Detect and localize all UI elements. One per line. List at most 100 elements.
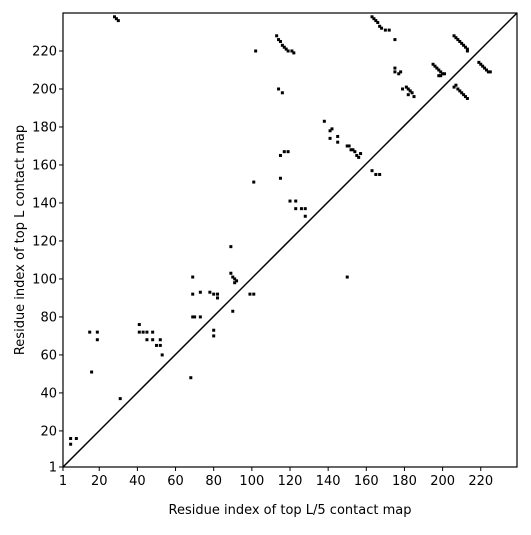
contact-point	[336, 134, 340, 138]
contact-point	[393, 38, 397, 42]
x-tick-label: 1	[59, 474, 67, 489]
contact-point	[463, 95, 467, 99]
y-axis-label: Residue index of top L contact map	[13, 125, 28, 355]
y-tick-label: 80	[40, 310, 57, 325]
contact-point	[278, 176, 282, 180]
contact-point	[216, 296, 220, 300]
contact-point	[118, 397, 122, 401]
contact-point	[160, 353, 164, 357]
contact-point	[465, 49, 469, 53]
contact-point	[399, 70, 403, 74]
contact-point	[280, 91, 284, 95]
contact-point	[277, 87, 281, 91]
contact-point	[372, 17, 376, 21]
contact-point	[141, 330, 145, 334]
contact-point	[481, 64, 485, 68]
contact-point	[463, 45, 467, 49]
contact-point	[229, 271, 233, 275]
contact-point	[191, 275, 195, 279]
contact-point	[462, 93, 466, 97]
contact-point	[284, 47, 288, 51]
x-tick-label: 40	[129, 474, 146, 489]
contact-point	[370, 15, 374, 19]
y-tick-label: 160	[32, 158, 57, 173]
contact-point	[299, 207, 303, 211]
contact-point	[404, 85, 408, 89]
contact-point	[212, 334, 216, 338]
contact-point	[345, 275, 349, 279]
contact-point	[460, 91, 464, 95]
contact-point	[374, 172, 378, 176]
contact-point	[439, 74, 443, 78]
contact-point	[278, 153, 282, 157]
contact-point	[280, 43, 284, 47]
contact-point	[248, 292, 252, 296]
contact-point	[95, 338, 99, 342]
contact-point	[303, 207, 307, 211]
contact-point	[328, 136, 332, 140]
contact-point	[158, 343, 162, 347]
y-tick-label: 100	[32, 272, 57, 287]
contact-point	[452, 85, 456, 89]
y-tick-label: 40	[40, 386, 57, 401]
contact-point	[278, 39, 282, 43]
contact-point	[90, 370, 94, 374]
contact-point	[393, 66, 397, 70]
contact-point	[231, 309, 235, 313]
contact-point	[378, 172, 382, 176]
y-tick-label: 200	[32, 82, 57, 97]
contact-point	[151, 338, 155, 342]
contact-point	[359, 152, 363, 156]
x-tick-label: 120	[278, 474, 303, 489]
contact-point	[458, 39, 462, 43]
contact-point	[397, 72, 401, 76]
contact-point	[69, 442, 73, 446]
contact-point	[380, 26, 384, 30]
contact-point	[462, 43, 466, 47]
contact-point	[458, 89, 462, 93]
contact-point	[113, 15, 117, 19]
contact-point	[435, 66, 439, 70]
contact-point	[193, 315, 197, 319]
contact-point	[286, 150, 290, 154]
contact-point	[252, 180, 256, 184]
contact-point	[439, 70, 443, 74]
contact-point	[212, 292, 216, 296]
contact-point	[393, 70, 397, 74]
contact-point	[376, 20, 380, 24]
contact-point	[286, 49, 290, 53]
contact-point	[452, 34, 456, 38]
contact-point	[145, 330, 149, 334]
contact-point	[189, 376, 193, 380]
contact-point	[370, 169, 374, 173]
contact-point	[433, 64, 437, 68]
y-tick-label: 1	[49, 461, 57, 476]
contact-point	[406, 93, 410, 97]
x-tick-label: 60	[167, 474, 184, 489]
contact-point	[208, 290, 212, 294]
x-tick-label: 200	[430, 474, 455, 489]
y-tick-label: 140	[32, 196, 57, 211]
contact-point	[479, 62, 483, 66]
contact-point	[282, 150, 286, 154]
contact-point	[431, 62, 435, 66]
contact-point	[412, 95, 416, 99]
contact-point	[387, 28, 391, 32]
contact-point	[191, 315, 195, 319]
contact-point	[401, 87, 405, 91]
x-tick-label: 220	[468, 474, 493, 489]
x-tick-label: 140	[316, 474, 341, 489]
contact-point	[233, 281, 237, 285]
contact-point	[488, 70, 492, 74]
contact-point	[465, 96, 469, 100]
contact-point	[229, 245, 233, 249]
y-tick-label: 120	[32, 234, 57, 249]
contact-point	[437, 68, 441, 72]
x-axis-label: Residue index of top L/5 contact map	[169, 503, 412, 518]
contact-point	[252, 292, 256, 296]
contact-point	[336, 140, 340, 144]
x-tick-label: 180	[392, 474, 417, 489]
contact-point	[437, 74, 441, 78]
y-tick-label: 180	[32, 120, 57, 135]
